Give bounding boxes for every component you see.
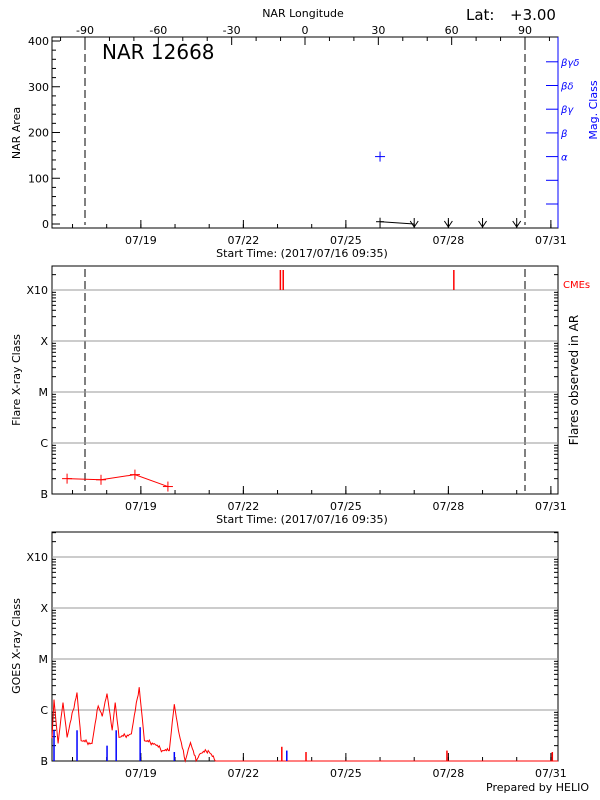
y-tick-label: X10 (26, 284, 48, 297)
y-tick-label: 100 (28, 172, 49, 185)
y-tick-label: M (39, 653, 49, 666)
mag-class-tick-label: βγ (560, 105, 574, 116)
x-tick-label: 07/25 (330, 500, 362, 513)
nar-area-upper-limit-arrow (409, 218, 419, 228)
longitude-tick-label: -60 (149, 24, 167, 37)
mag-class-tick-label: β (560, 129, 568, 140)
nar-area-line (380, 221, 415, 225)
top-xlabel: Start Time: (2017/07/16 09:35) (216, 247, 388, 260)
mag-class-tick-label: βδ (560, 82, 574, 93)
middle-xlabel: Start Time: (2017/07/16 09:35) (216, 513, 388, 526)
x-tick-label: 07/28 (433, 234, 465, 247)
longitude-tick-label: -90 (76, 24, 94, 37)
y-tick-label: B (40, 755, 48, 768)
mag-class-tick-label: βγδ (560, 58, 579, 69)
x-tick-label: 07/19 (125, 234, 157, 247)
plot-frame (51, 36, 559, 229)
x-tick-label: 07/22 (228, 500, 260, 513)
y-tick-label: 200 (28, 127, 49, 140)
longitude-tick-label: 30 (371, 24, 385, 37)
y-tick-label: C (40, 437, 48, 450)
x-tick-label: 07/19 (125, 500, 157, 513)
nar-area-upper-limit-arrow (512, 218, 522, 228)
nar-area-upper-limit-arrow (478, 218, 487, 228)
y-tick-label: X (40, 602, 48, 615)
y-tick-label: X (40, 335, 48, 348)
y-tick-label: M (39, 386, 49, 399)
y-tick-label: 300 (28, 81, 49, 94)
longitude-tick-label: 90 (518, 24, 532, 37)
nar-area-ylabel: NAR Area (10, 107, 23, 159)
lat-label: Lat: (466, 6, 494, 24)
x-tick-label: 07/31 (535, 234, 567, 247)
x-tick-label: 07/28 (433, 767, 465, 780)
flares-observed-ylabel: Flares observed in AR (567, 315, 581, 445)
x-tick-label: 07/22 (228, 234, 260, 247)
mag-class-ylabel: Mag. Class (587, 80, 600, 139)
y-tick-label: X10 (26, 551, 48, 564)
x-tick-label: 07/31 (535, 500, 567, 513)
longitude-tick-label: -30 (223, 24, 241, 37)
plot-frame (51, 265, 559, 495)
goes-long-channel-line (51, 687, 558, 763)
x-tick-label: 07/25 (330, 234, 362, 247)
y-tick-label: C (40, 704, 48, 717)
x-tick-label: 07/25 (330, 767, 362, 780)
goes-ylabel: GOES X-ray Class (10, 598, 23, 694)
flare-class-ylabel: Flare X-ray Class (10, 334, 23, 426)
y-tick-label: 0 (42, 218, 49, 231)
cme-label: CMEs (563, 280, 590, 291)
y-tick-label: 400 (28, 35, 49, 48)
longitude-axis-label: NAR Longitude (262, 7, 344, 20)
plot-frame (51, 531, 559, 762)
prepared-by-credit: Prepared by HELIO (486, 781, 589, 794)
x-tick-label: 07/19 (125, 767, 157, 780)
x-tick-label: 07/28 (433, 500, 465, 513)
flare-line (67, 474, 169, 488)
nar-area-upper-limit-arrow (443, 218, 453, 228)
x-tick-label: 07/31 (535, 767, 567, 780)
longitude-tick-label: 60 (445, 24, 459, 37)
x-tick-label: 07/22 (228, 767, 260, 780)
mag-class-tick-label: α (561, 153, 568, 164)
lat-value: +3.00 (510, 6, 556, 24)
y-tick-label: B (40, 488, 48, 501)
longitude-tick-label: 0 (302, 24, 309, 37)
